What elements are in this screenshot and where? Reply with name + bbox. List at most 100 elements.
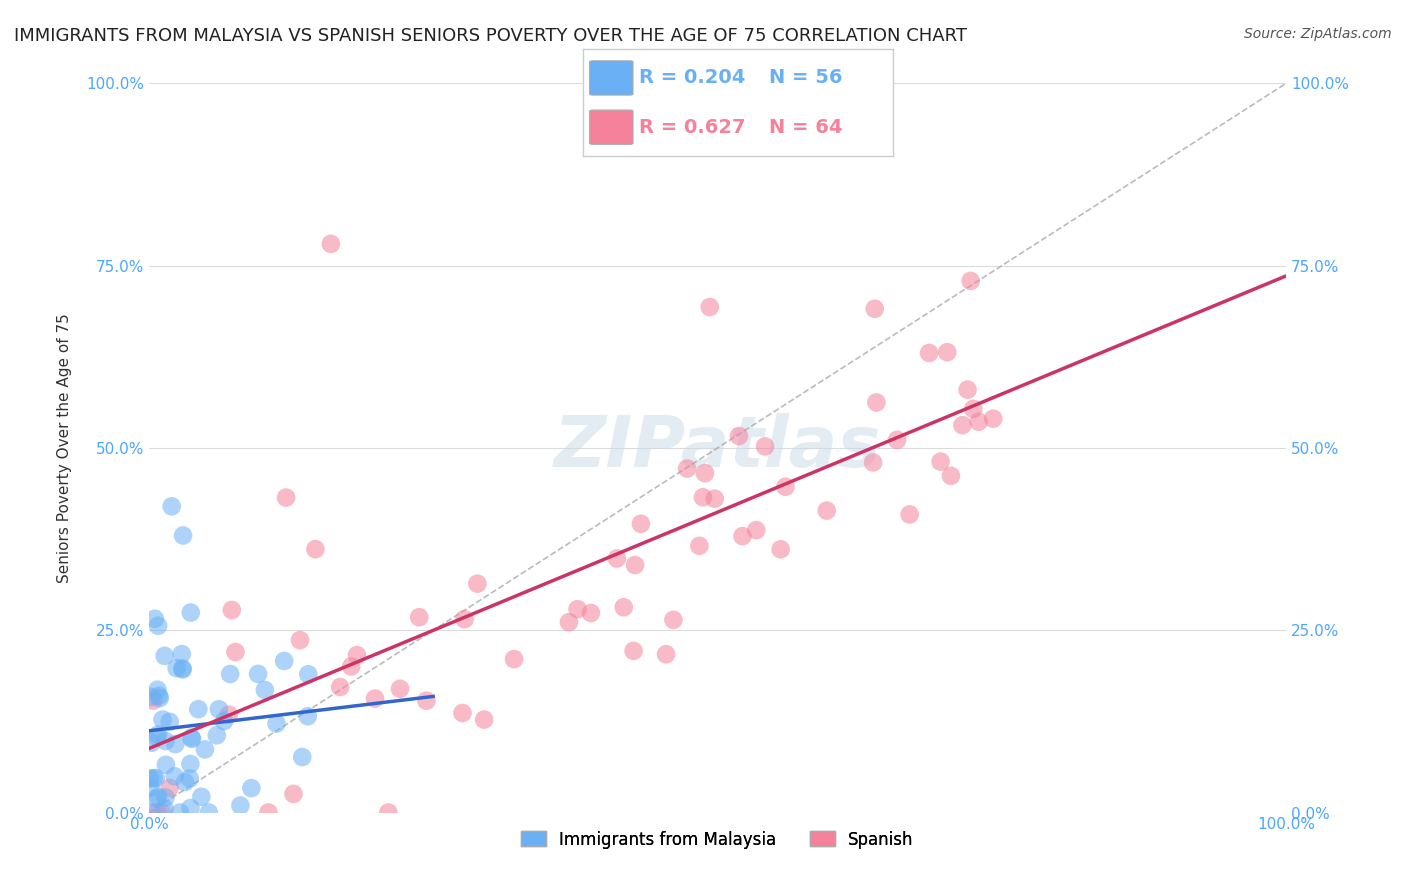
Point xyxy=(139,690,162,704)
Point xyxy=(699,300,721,314)
Point xyxy=(451,706,474,720)
Point xyxy=(815,503,838,517)
Point xyxy=(179,756,201,771)
Point xyxy=(159,714,181,729)
Point xyxy=(257,805,280,820)
Point xyxy=(623,644,645,658)
Point xyxy=(297,709,319,723)
Point xyxy=(745,523,768,537)
Point xyxy=(956,383,979,397)
Point xyxy=(148,727,170,741)
Point xyxy=(952,418,974,433)
Point xyxy=(166,661,188,675)
Text: IMMIGRANTS FROM MALAYSIA VS SPANISH SENIORS POVERTY OVER THE AGE OF 75 CORRELATI: IMMIGRANTS FROM MALAYSIA VS SPANISH SENI… xyxy=(14,27,967,45)
Point xyxy=(146,682,169,697)
Point xyxy=(221,603,243,617)
Point xyxy=(630,516,652,531)
Point xyxy=(364,691,387,706)
Point xyxy=(172,662,194,676)
Point xyxy=(145,771,167,785)
Text: ZIPatlas: ZIPatlas xyxy=(554,414,882,483)
Point xyxy=(567,602,589,616)
Point xyxy=(146,805,169,820)
Point xyxy=(962,401,984,416)
Point xyxy=(703,491,725,506)
Point xyxy=(692,491,714,505)
Point xyxy=(160,500,183,514)
Point xyxy=(503,652,526,666)
Point xyxy=(377,805,399,820)
Point xyxy=(179,772,201,786)
Point xyxy=(180,606,202,620)
Point xyxy=(769,542,792,557)
Point xyxy=(208,702,231,716)
Point xyxy=(141,736,163,750)
Point xyxy=(153,648,176,663)
Point xyxy=(219,667,242,681)
Point xyxy=(218,707,240,722)
Point xyxy=(918,346,941,360)
Point xyxy=(959,274,981,288)
Point xyxy=(146,619,169,633)
Point xyxy=(936,345,959,359)
Y-axis label: Seniors Poverty Over the Age of 75: Seniors Poverty Over the Age of 75 xyxy=(58,313,72,582)
Point xyxy=(688,539,710,553)
Point xyxy=(676,461,699,475)
Point xyxy=(624,558,647,572)
Point xyxy=(273,654,295,668)
Point xyxy=(174,775,197,789)
Point xyxy=(340,659,363,673)
Point xyxy=(939,468,962,483)
Point xyxy=(165,737,187,751)
Text: R = 0.204: R = 0.204 xyxy=(640,69,745,87)
Point xyxy=(266,716,288,731)
Point xyxy=(145,791,167,805)
Point xyxy=(863,301,886,316)
Point xyxy=(389,681,412,696)
Point xyxy=(247,667,270,681)
Point xyxy=(655,647,678,661)
Point xyxy=(205,728,228,742)
Point xyxy=(291,750,314,764)
Point xyxy=(862,455,884,469)
Point xyxy=(146,789,169,804)
Point xyxy=(731,529,754,543)
Point xyxy=(148,689,170,703)
Point xyxy=(169,805,191,820)
Point xyxy=(143,612,166,626)
FancyBboxPatch shape xyxy=(589,61,633,95)
Point xyxy=(141,805,163,820)
Point xyxy=(693,466,716,480)
Text: N = 56: N = 56 xyxy=(769,69,842,87)
Point xyxy=(304,542,326,557)
Point xyxy=(662,613,685,627)
Point xyxy=(240,781,263,796)
Point xyxy=(190,789,212,804)
Point xyxy=(929,455,952,469)
Point xyxy=(145,730,167,744)
Point xyxy=(172,661,194,675)
Point xyxy=(346,648,368,662)
Point xyxy=(159,780,181,795)
Point xyxy=(179,801,201,815)
Point xyxy=(139,780,162,795)
Point xyxy=(728,429,751,443)
Legend: Immigrants from Malaysia, Spanish: Immigrants from Malaysia, Spanish xyxy=(515,824,921,855)
Point xyxy=(415,694,437,708)
Point xyxy=(198,805,221,820)
Point xyxy=(967,415,990,429)
Point xyxy=(472,713,495,727)
Point xyxy=(212,714,235,728)
Point xyxy=(163,769,186,783)
Point xyxy=(274,491,297,505)
Point xyxy=(155,734,177,748)
Text: Source: ZipAtlas.com: Source: ZipAtlas.com xyxy=(1244,27,1392,41)
Point xyxy=(187,702,209,716)
Point xyxy=(194,742,217,756)
Point xyxy=(981,411,1004,425)
Text: N = 64: N = 64 xyxy=(769,118,842,136)
Text: R = 0.627: R = 0.627 xyxy=(640,118,745,136)
Point xyxy=(453,612,475,626)
Point xyxy=(754,439,776,453)
FancyBboxPatch shape xyxy=(589,110,633,145)
